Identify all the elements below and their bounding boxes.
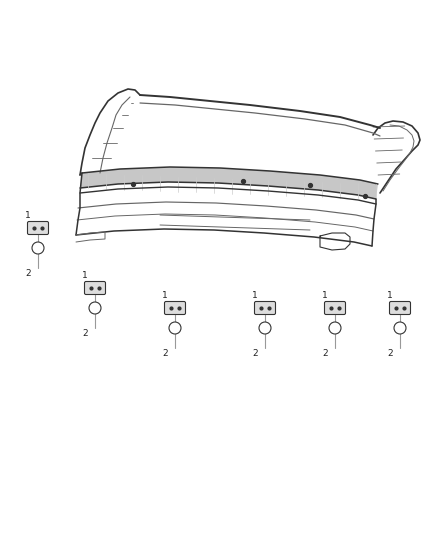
Text: 2: 2 [387, 349, 393, 358]
FancyBboxPatch shape [325, 302, 346, 314]
Circle shape [32, 242, 44, 254]
Text: 1: 1 [322, 290, 328, 300]
Text: 2: 2 [322, 349, 328, 358]
Polygon shape [80, 167, 378, 199]
Circle shape [329, 322, 341, 334]
Text: 1: 1 [82, 271, 88, 279]
Text: 2: 2 [162, 349, 168, 358]
Text: 1: 1 [387, 290, 393, 300]
Circle shape [169, 322, 181, 334]
FancyBboxPatch shape [165, 302, 186, 314]
Text: 2: 2 [82, 328, 88, 337]
Circle shape [394, 322, 406, 334]
Circle shape [89, 302, 101, 314]
Circle shape [259, 322, 271, 334]
Text: 1: 1 [252, 290, 258, 300]
FancyBboxPatch shape [85, 281, 106, 295]
FancyBboxPatch shape [254, 302, 276, 314]
Text: 2: 2 [25, 269, 31, 278]
Text: 2: 2 [252, 349, 258, 358]
FancyBboxPatch shape [389, 302, 410, 314]
Text: 1: 1 [162, 290, 168, 300]
Text: 1: 1 [25, 211, 31, 220]
FancyBboxPatch shape [28, 222, 49, 235]
